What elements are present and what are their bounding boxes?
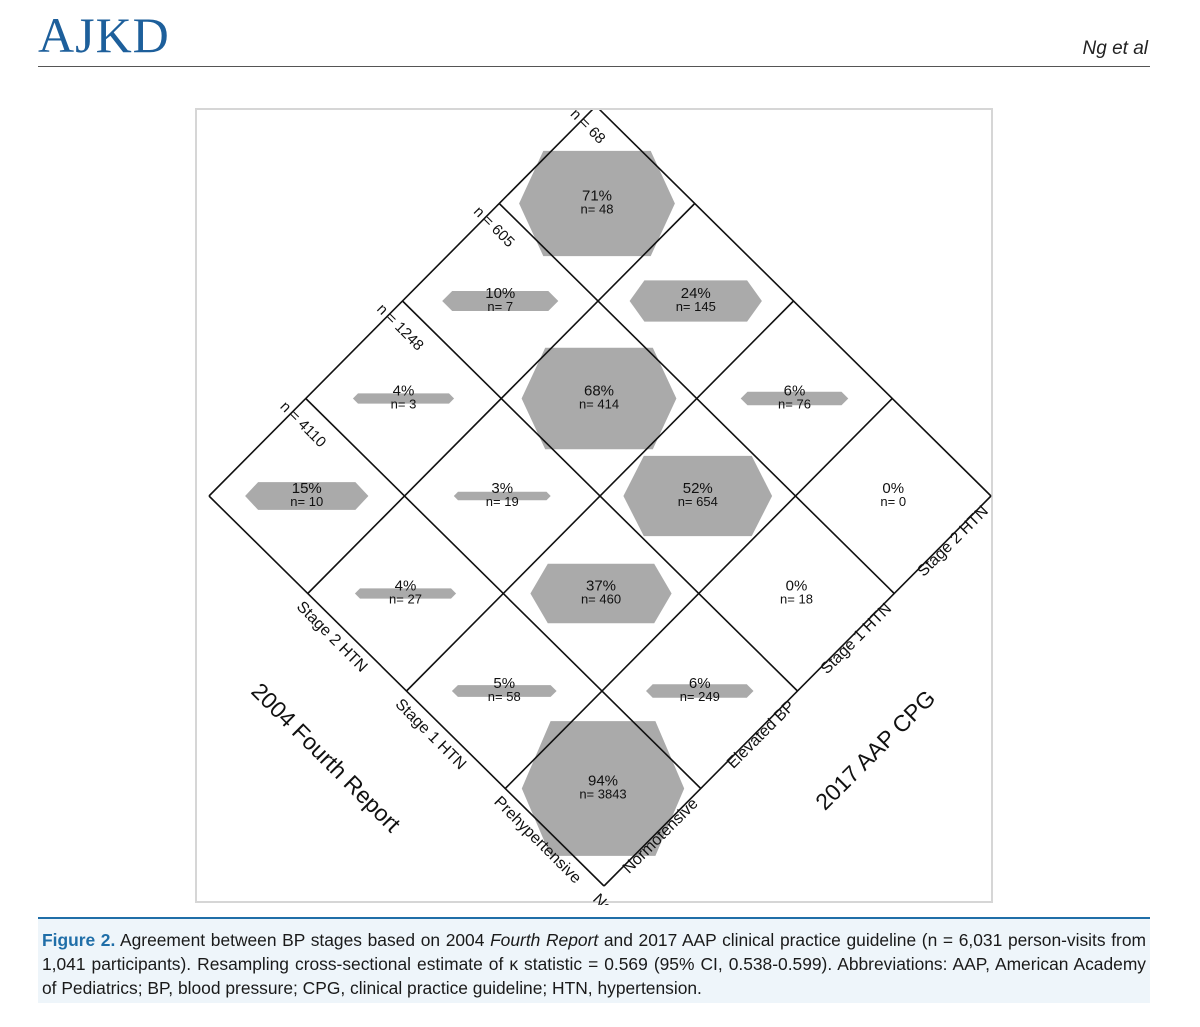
cell-2-2-count: n= 414 xyxy=(579,397,619,412)
cell-3-0-count: n= 10 xyxy=(290,494,323,509)
cell-3-3-count: n= 48 xyxy=(581,202,614,217)
cell-0-0-percent: 94% xyxy=(588,773,618,790)
cell-2-0-percent: 4% xyxy=(395,578,417,595)
cell-2-2-percent: 68% xyxy=(584,383,614,400)
journal-logo: AJKD xyxy=(38,7,170,63)
caption-text-start: Agreement between BP stages based on 200… xyxy=(120,930,491,950)
cell-0-0-count: n= 3843 xyxy=(579,787,626,802)
cell-2-1-percent: 3% xyxy=(491,480,513,497)
cell-3-2-marker xyxy=(442,291,559,311)
cell-3-1-percent: 4% xyxy=(393,383,415,400)
cell-1-0-count: n= 58 xyxy=(488,689,521,704)
row-label-3: Stage 2 HTN xyxy=(293,598,370,675)
grid-line-col-3 xyxy=(498,202,895,595)
caption-italic-title: Fourth Report xyxy=(490,930,599,950)
cell-3-1-marker xyxy=(352,393,455,404)
cell-2-3-percent: 24% xyxy=(681,285,711,302)
cell-2-0-count: n= 27 xyxy=(389,592,422,607)
caption-text-end: and 2017 AAP clinical practice guideline… xyxy=(42,930,1147,998)
col-total-2: n = 605 xyxy=(470,203,518,251)
cell-1-3-count: n= 76 xyxy=(778,397,811,412)
grid-line-row-3 xyxy=(307,202,696,595)
cell-3-0-percent: 15% xyxy=(292,480,322,497)
axis-title-2017: 2017 AAP CPG xyxy=(810,685,940,815)
cell-1-1-percent: 37% xyxy=(586,578,616,595)
cell-3-2-count: n= 7 xyxy=(487,299,513,314)
cell-2-1-count: n= 19 xyxy=(486,494,519,509)
cell-2-3-count: n= 145 xyxy=(676,299,716,314)
cell-0-3-percent: 0% xyxy=(882,480,904,497)
cell-1-0-marker xyxy=(451,685,557,697)
cell-1-1-count: n= 460 xyxy=(581,592,621,607)
cell-1-0-percent: 5% xyxy=(493,675,515,692)
cell-3-3-percent: 71% xyxy=(582,188,612,205)
row-label-2: Stage 1 HTN xyxy=(392,696,469,773)
col-total-1: n = 1248 xyxy=(373,301,427,355)
cell-3-3-marker xyxy=(519,150,675,257)
cell-1-3-marker xyxy=(740,391,849,406)
cell-2-1-marker xyxy=(453,491,551,501)
col-label-2: Stage 1 HTN xyxy=(818,600,895,677)
running-header-authors: Ng et al xyxy=(1082,38,1148,59)
col-label-3: Stage 2 HTN xyxy=(914,503,991,580)
cell-1-2-marker xyxy=(623,455,773,537)
grid-line-col-2 xyxy=(401,300,799,692)
grid-line-row-4 xyxy=(208,110,594,497)
cell-1-1-marker xyxy=(530,563,672,624)
cell-1-2-percent: 52% xyxy=(683,480,713,497)
figure-caption: Figure 2. Agreement between BP stages ba… xyxy=(38,917,1150,1003)
cell-3-1-count: n= 3 xyxy=(391,397,417,412)
cell-1-2-count: n= 654 xyxy=(678,494,718,509)
cell-3-2-percent: 10% xyxy=(485,285,515,302)
header-divider xyxy=(38,66,1150,67)
cell-3-0-marker xyxy=(245,482,369,510)
cell-0-1-marker xyxy=(646,684,754,698)
col-total-0: n = 4110 xyxy=(277,398,330,451)
col-label-1: Elevated BP xyxy=(724,698,798,772)
cell-0-3-count: n= 0 xyxy=(880,494,906,509)
cell-2-2-marker xyxy=(521,347,677,450)
grid-line-col-4 xyxy=(598,110,992,497)
figure-panel: 94% n= 3843 6% n= 249 0% n= 18 0% n= 0 5% n= 58 37… xyxy=(195,108,993,905)
cell-2-3-marker xyxy=(629,280,762,322)
row-label-0: Normotensive xyxy=(589,891,671,905)
caption-label: Figure 2. xyxy=(42,930,116,950)
cell-0-0-marker xyxy=(521,721,685,856)
cell-0-1-percent: 6% xyxy=(689,675,711,692)
cell-0-1-count: n= 249 xyxy=(680,689,720,704)
cell-2-0-marker xyxy=(354,588,457,599)
cell-1-3-percent: 6% xyxy=(784,383,806,400)
cell-0-2-percent: 0% xyxy=(786,578,808,595)
axis-title-2004: 2004 Fourth Report xyxy=(246,678,406,838)
cell-0-2-count: n= 18 xyxy=(780,592,813,607)
